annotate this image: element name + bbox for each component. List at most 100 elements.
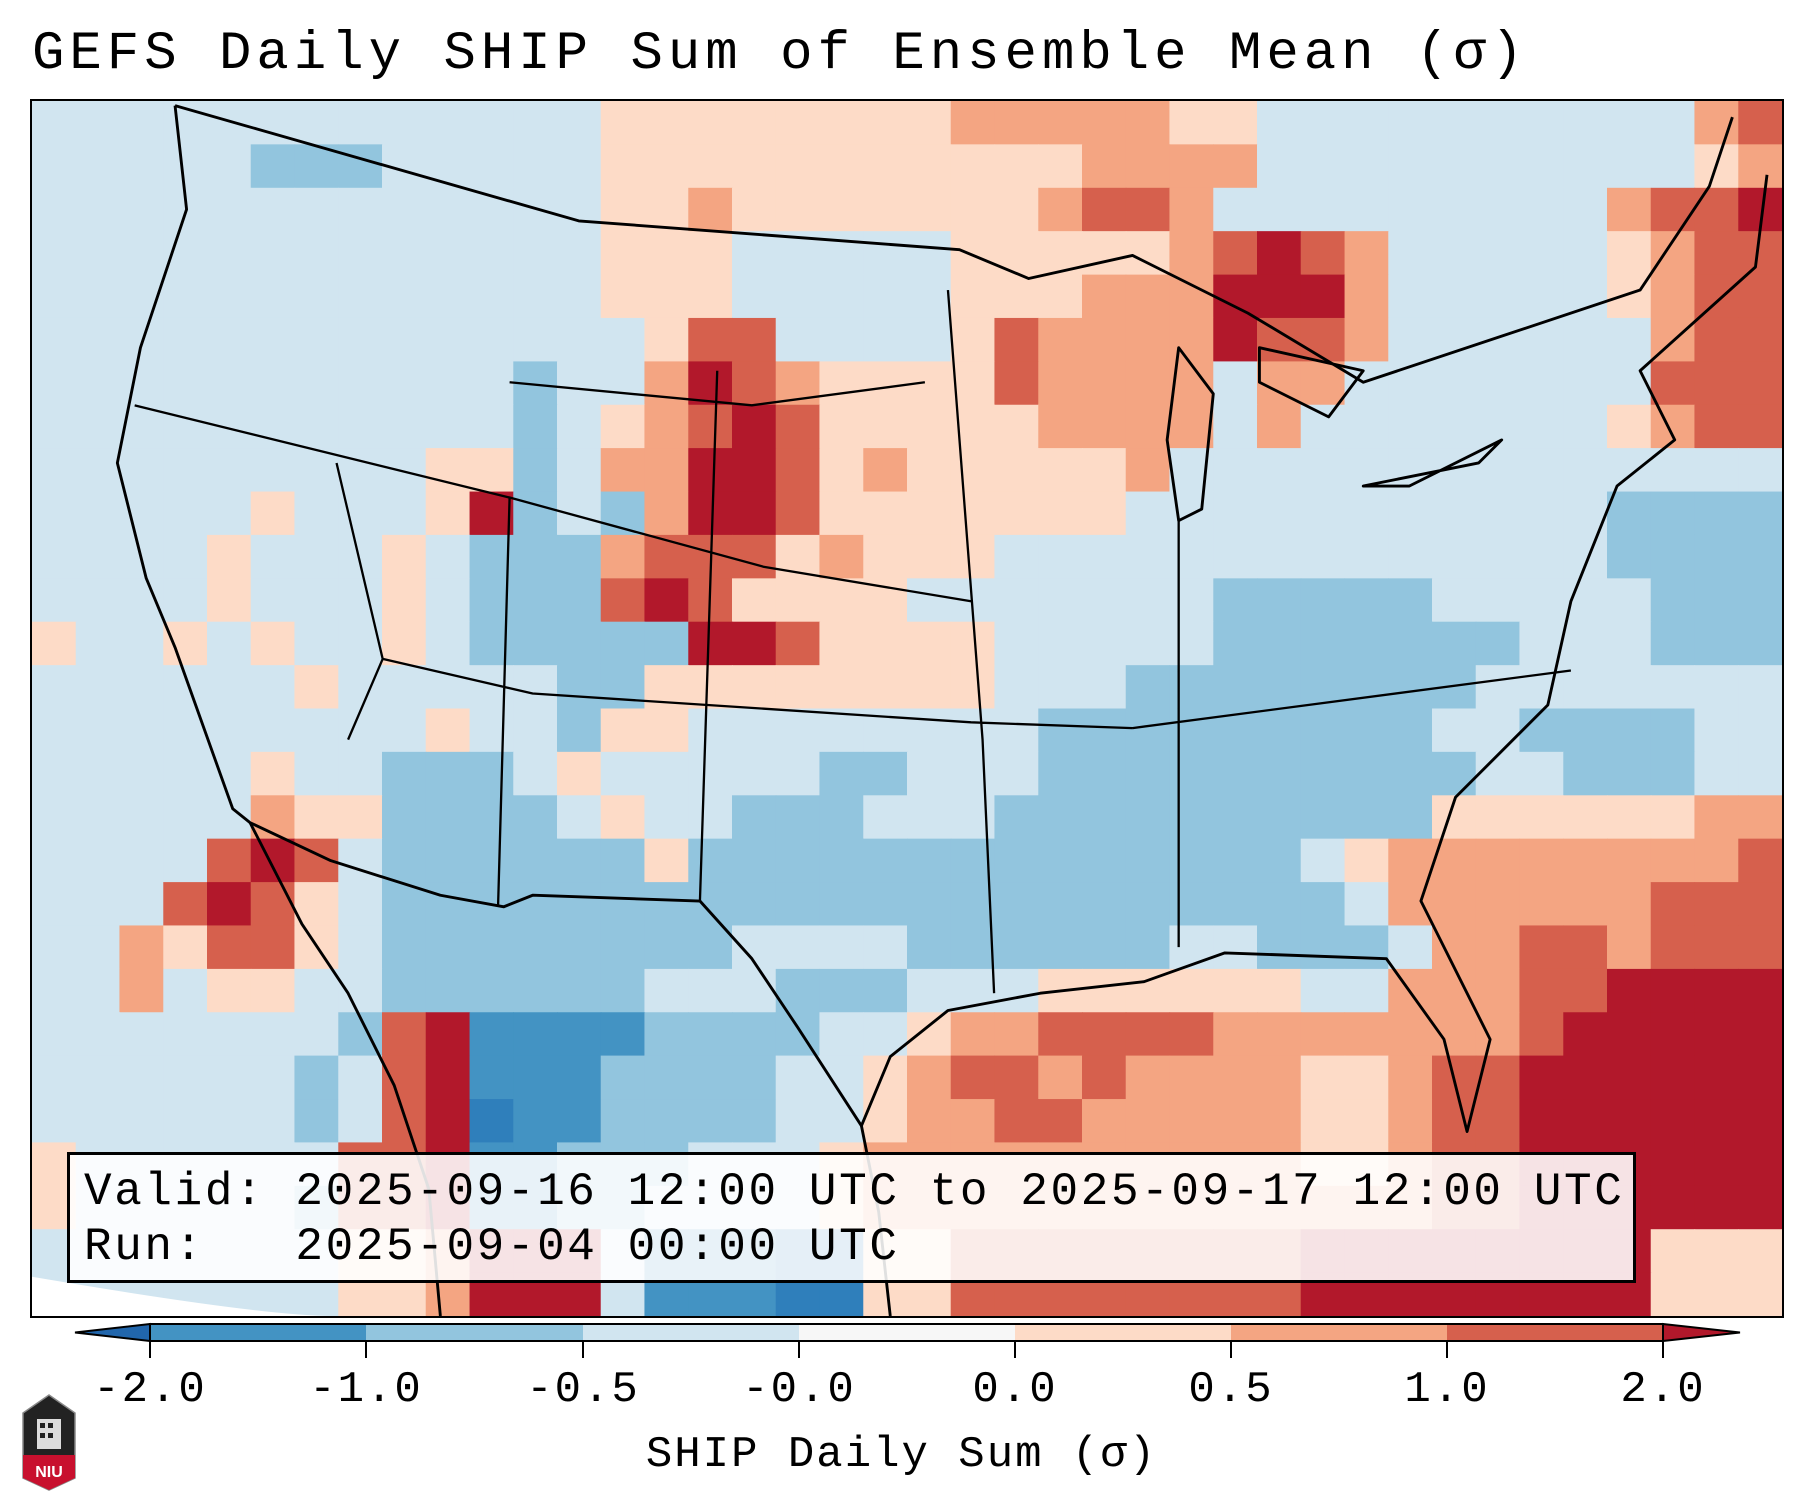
field-cell	[32, 665, 77, 710]
field-cell	[1082, 101, 1127, 146]
field-cell	[732, 1055, 777, 1100]
field-cell	[1257, 274, 1302, 319]
field-cell	[775, 1099, 821, 1144]
field-cell	[1563, 361, 1608, 406]
field-cell	[250, 1055, 296, 1100]
field-cell	[119, 795, 164, 840]
field-cell	[644, 448, 689, 493]
field-cell	[513, 144, 558, 189]
field-cell	[207, 101, 252, 146]
field-cell	[163, 1099, 208, 1144]
field-cell	[1125, 317, 1171, 362]
field-cell	[644, 621, 689, 666]
field-cell	[1388, 231, 1433, 276]
field-cell	[513, 882, 558, 927]
field-cell	[1519, 361, 1564, 406]
field-cell	[250, 404, 296, 449]
field-cell	[1300, 491, 1346, 536]
field-cell	[32, 1012, 77, 1057]
field-cell	[207, 578, 252, 623]
field-cell	[1388, 274, 1433, 319]
field-cell	[1257, 404, 1302, 449]
field-cell	[1300, 361, 1346, 406]
field-cell	[32, 448, 77, 493]
field-cell	[557, 621, 602, 666]
field-cell	[644, 1012, 689, 1057]
field-cell	[1388, 404, 1433, 449]
field-cell	[1519, 101, 1564, 146]
field-cell	[994, 144, 1039, 189]
field-cell	[75, 101, 121, 146]
field-cell	[1169, 578, 1214, 623]
field-cell	[338, 1099, 383, 1144]
field-cell	[250, 751, 296, 796]
field-cell	[1344, 621, 1389, 666]
field-cell	[819, 317, 864, 362]
field-cell	[688, 882, 733, 927]
field-cell	[1738, 1142, 1782, 1187]
field-cell	[1169, 231, 1214, 276]
field-cell	[425, 578, 471, 623]
field-cell	[1169, 187, 1214, 232]
field-cell	[425, 101, 471, 146]
field-cell	[207, 231, 252, 276]
field-cell	[1082, 448, 1127, 493]
field-cell	[163, 534, 208, 579]
field-cell	[425, 968, 471, 1013]
field-cell	[1388, 187, 1433, 232]
field-cell	[469, 621, 514, 666]
field-cell	[250, 925, 296, 970]
field-cell	[1694, 882, 1739, 927]
field-cell	[600, 1099, 646, 1144]
field-cell	[1388, 491, 1433, 536]
field-cell	[1038, 795, 1083, 840]
field-cell	[1650, 838, 1696, 883]
field-cell	[1607, 187, 1652, 232]
field-cell	[250, 448, 296, 493]
field-cell	[250, 534, 296, 579]
field-cell	[1213, 1012, 1258, 1057]
field-cell	[1344, 101, 1389, 146]
field-cell	[1213, 231, 1258, 276]
field-cell	[994, 448, 1039, 493]
field-cell	[644, 534, 689, 579]
field-cell	[1519, 1055, 1564, 1100]
field-cell	[1344, 231, 1389, 276]
field-cell	[1650, 751, 1696, 796]
field-cell	[163, 404, 208, 449]
field-cell	[469, 491, 514, 536]
field-cell	[863, 404, 908, 449]
field-cell	[1082, 361, 1127, 406]
field-cell	[294, 578, 339, 623]
field-cell	[1169, 534, 1214, 579]
field-cell	[1300, 838, 1346, 883]
field-cell	[1169, 1055, 1214, 1100]
field-cell	[1650, 1142, 1696, 1187]
field-cell	[907, 534, 952, 579]
field-cell	[732, 101, 777, 146]
field-cell	[775, 144, 821, 189]
field-cell	[75, 491, 121, 536]
field-cell	[1650, 795, 1696, 840]
colorbar-segment	[799, 1324, 1015, 1341]
field-cell	[863, 751, 908, 796]
field-cell	[338, 925, 383, 970]
field-cell	[250, 491, 296, 536]
field-cell	[1475, 708, 1521, 753]
field-cell	[250, 621, 296, 666]
field-cell	[207, 882, 252, 927]
colorbar-segment	[1015, 1324, 1231, 1341]
field-cell	[644, 404, 689, 449]
field-cell	[819, 1099, 864, 1144]
field-cell	[207, 187, 252, 232]
field-cell	[644, 795, 689, 840]
field-cell	[119, 708, 164, 753]
valid-time-text: Valid: 2025-09-16 12:00 UTC to 2025-09-1…	[84, 1166, 1625, 1218]
field-cell	[163, 708, 208, 753]
field-cell	[775, 838, 821, 883]
field-cell	[950, 187, 996, 232]
field-cell	[1388, 751, 1433, 796]
field-cell	[1169, 665, 1214, 710]
field-cell	[382, 448, 427, 493]
field-cell	[382, 231, 427, 276]
